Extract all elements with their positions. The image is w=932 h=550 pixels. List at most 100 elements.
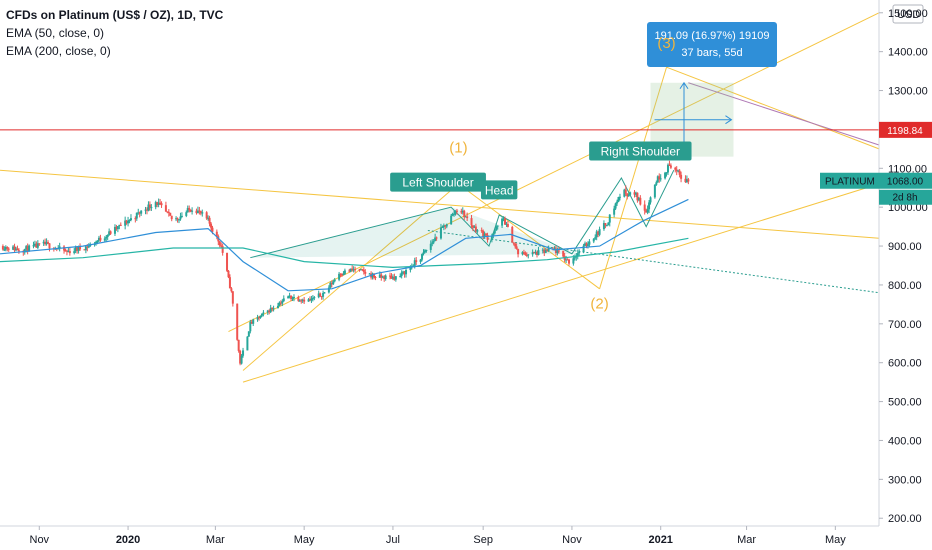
y-tick-label-4: 1100.00 bbox=[888, 163, 927, 175]
candle-body-14 bbox=[28, 245, 31, 252]
candle-body-140 bbox=[287, 296, 290, 299]
candle-body-213 bbox=[434, 237, 437, 242]
candle-body-8 bbox=[16, 248, 19, 251]
candle-body-165 bbox=[338, 273, 341, 280]
candle-body-18 bbox=[36, 243, 39, 248]
candle-body-291 bbox=[594, 237, 597, 239]
candle-body-266 bbox=[543, 249, 546, 253]
candle-body-136 bbox=[278, 302, 281, 306]
candle-body-268 bbox=[546, 250, 549, 252]
candle-body-144 bbox=[292, 296, 295, 299]
candle-body-65 bbox=[134, 218, 137, 220]
candle-body-305 bbox=[623, 189, 626, 197]
candle-body-115 bbox=[236, 303, 239, 340]
wave-3-projection bbox=[666, 66, 880, 150]
candle-body-31 bbox=[64, 250, 67, 252]
candle-body-273 bbox=[556, 250, 559, 254]
candle-body-221 bbox=[451, 213, 454, 216]
candle-body-11 bbox=[23, 249, 26, 253]
candle-body-262 bbox=[534, 252, 537, 254]
candle-body-300 bbox=[613, 208, 616, 215]
candle-body-130 bbox=[266, 310, 269, 313]
candle-body-296 bbox=[604, 223, 607, 226]
y-tick-label-10: 500.00 bbox=[888, 397, 922, 409]
candle-body-306 bbox=[624, 189, 627, 194]
projection-line bbox=[688, 82, 880, 146]
x-tick-label-2: Mar bbox=[206, 534, 225, 546]
candle-body-156 bbox=[319, 293, 322, 297]
candle-body-260 bbox=[531, 252, 534, 255]
candle-body-13 bbox=[26, 246, 29, 252]
candle-body-261 bbox=[533, 252, 536, 254]
candle-body-259 bbox=[527, 254, 530, 256]
x-tick-label-4: Jul bbox=[386, 534, 400, 546]
candle-body-29 bbox=[58, 246, 61, 249]
candle-body-51 bbox=[105, 237, 108, 239]
x-tick-label-6: Nov bbox=[562, 534, 582, 546]
currency-button[interactable] bbox=[892, 4, 924, 24]
candle-body-148 bbox=[301, 299, 304, 301]
candle-body-256 bbox=[522, 252, 525, 254]
candle-body-314 bbox=[639, 197, 642, 205]
candle-body-280 bbox=[572, 258, 575, 264]
candle-body-237 bbox=[483, 233, 486, 237]
candle-body-199 bbox=[405, 270, 408, 275]
candle-body-248 bbox=[505, 223, 508, 225]
candle-body-286 bbox=[584, 243, 587, 246]
candle-body-303 bbox=[617, 197, 620, 202]
candle-body-141 bbox=[288, 295, 291, 297]
candle-body-9 bbox=[17, 250, 20, 252]
candle-body-325 bbox=[664, 172, 667, 179]
candle-body-219 bbox=[445, 224, 448, 227]
candle-body-88 bbox=[179, 216, 182, 220]
candle-body-7 bbox=[15, 248, 18, 251]
candle-body-159 bbox=[323, 292, 326, 294]
chart-title: CFDs on Platinum (US$ / OZ), 1D, TVC bbox=[6, 8, 224, 22]
annotation-box-2 bbox=[589, 141, 692, 161]
candle-body-55 bbox=[113, 226, 116, 234]
level-price-label: 1198.84 bbox=[887, 126, 923, 137]
candle-body-323 bbox=[658, 176, 661, 180]
candle-body-68 bbox=[138, 212, 141, 214]
annotation-box-0 bbox=[390, 172, 486, 192]
candle-body-97 bbox=[198, 210, 201, 212]
candle-body-294 bbox=[598, 229, 601, 235]
candle-body-227 bbox=[463, 210, 466, 218]
annotation-label-0: Left Shoulder bbox=[402, 176, 473, 190]
candle-body-234 bbox=[476, 230, 479, 232]
wave-label-1: (1) bbox=[449, 140, 467, 157]
candle-body-180 bbox=[368, 273, 371, 275]
candle-body-281 bbox=[573, 257, 576, 259]
candle-body-239 bbox=[486, 234, 489, 240]
candle-body-298 bbox=[607, 222, 610, 226]
candle-body-142 bbox=[290, 295, 293, 299]
x-tick-label-3: May bbox=[294, 534, 315, 546]
candle-body-293 bbox=[597, 231, 600, 235]
candle-body-228 bbox=[464, 216, 467, 218]
candle-body-91 bbox=[186, 208, 189, 213]
last-price-tag bbox=[820, 172, 932, 189]
candle-body-64 bbox=[129, 218, 132, 221]
candle-body-264 bbox=[537, 250, 540, 255]
candle-body-19 bbox=[38, 243, 41, 245]
candle-body-78 bbox=[159, 202, 162, 204]
candle-body-307 bbox=[626, 193, 629, 197]
candle-body-162 bbox=[330, 282, 333, 285]
candle-body-74 bbox=[150, 207, 153, 209]
candle-body-336 bbox=[685, 179, 688, 183]
measure-change-label: 191.09 (16.97%) 19109 bbox=[655, 30, 770, 42]
price-scale: 1500.001400.001300.001200.001100.001000.… bbox=[879, 8, 928, 525]
candle-body-3 bbox=[6, 246, 9, 249]
candle-body-40 bbox=[83, 249, 86, 251]
candle-body-77 bbox=[157, 202, 160, 205]
candle-body-48 bbox=[97, 237, 100, 241]
candle-body-152 bbox=[310, 298, 313, 301]
candle-body-170 bbox=[348, 270, 351, 272]
candle-body-131 bbox=[268, 310, 271, 313]
candle-body-332 bbox=[677, 170, 680, 172]
candle-body-316 bbox=[645, 210, 648, 213]
candle-body-335 bbox=[684, 178, 687, 183]
measure-box bbox=[647, 22, 777, 67]
candle-body-214 bbox=[435, 237, 438, 239]
